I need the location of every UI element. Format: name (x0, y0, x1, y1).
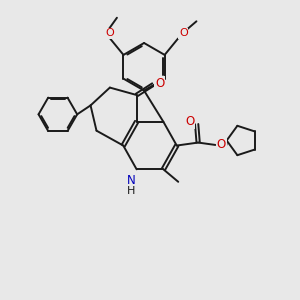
Text: O: O (217, 138, 226, 152)
Text: O: O (179, 28, 188, 38)
Text: O: O (185, 115, 195, 128)
Text: O: O (155, 77, 164, 90)
Text: N: N (127, 174, 136, 187)
Text: H: H (127, 186, 136, 196)
Text: O: O (106, 28, 115, 38)
